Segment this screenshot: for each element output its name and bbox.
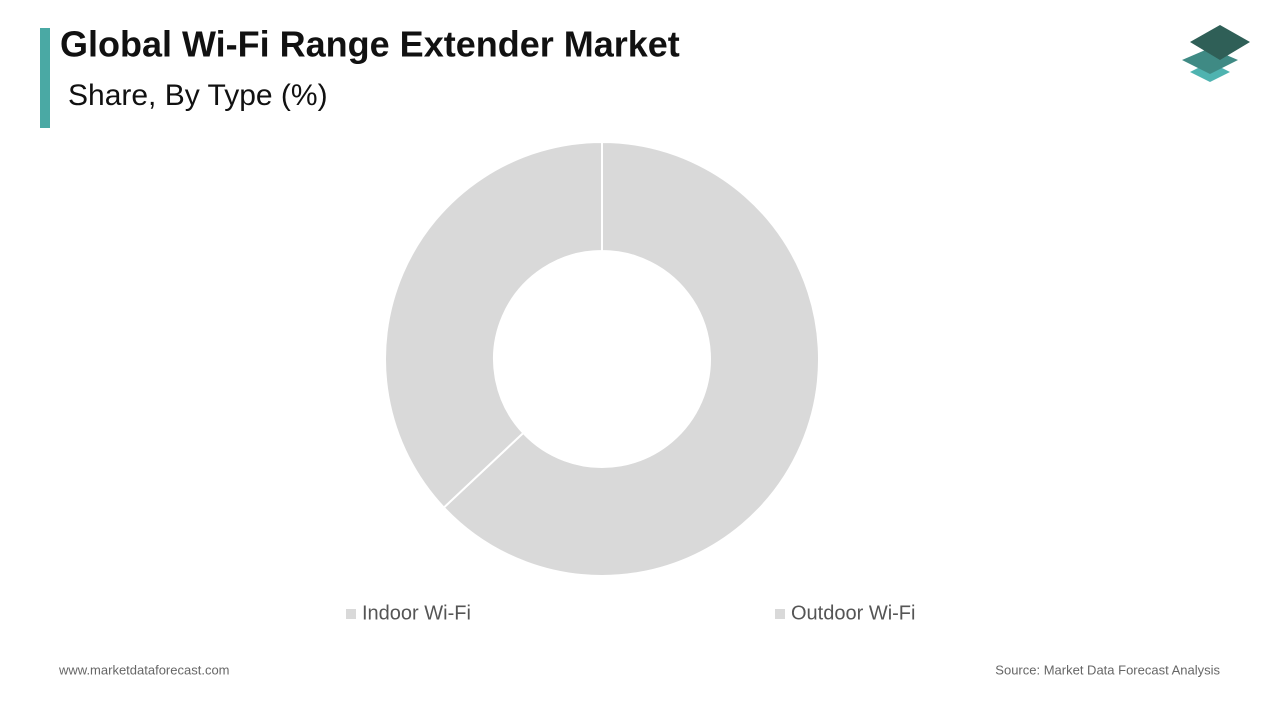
chart-title: Global Wi-Fi Range Extender Market [60,24,680,65]
donut-slice [384,140,603,509]
legend-label: Indoor Wi-Fi [362,602,471,624]
donut-slice [442,140,820,577]
legend-marker [775,609,785,619]
website: www.marketdataforecast.com [58,662,230,677]
logo [1182,25,1250,82]
source: Source: Market Data Forecast Analysis [995,662,1220,677]
accent-bar [40,28,50,128]
legend-marker [346,609,356,619]
chart-subtitle: Share, By Type (%) [68,79,328,112]
legend-label: Outdoor Wi-Fi [791,602,915,624]
